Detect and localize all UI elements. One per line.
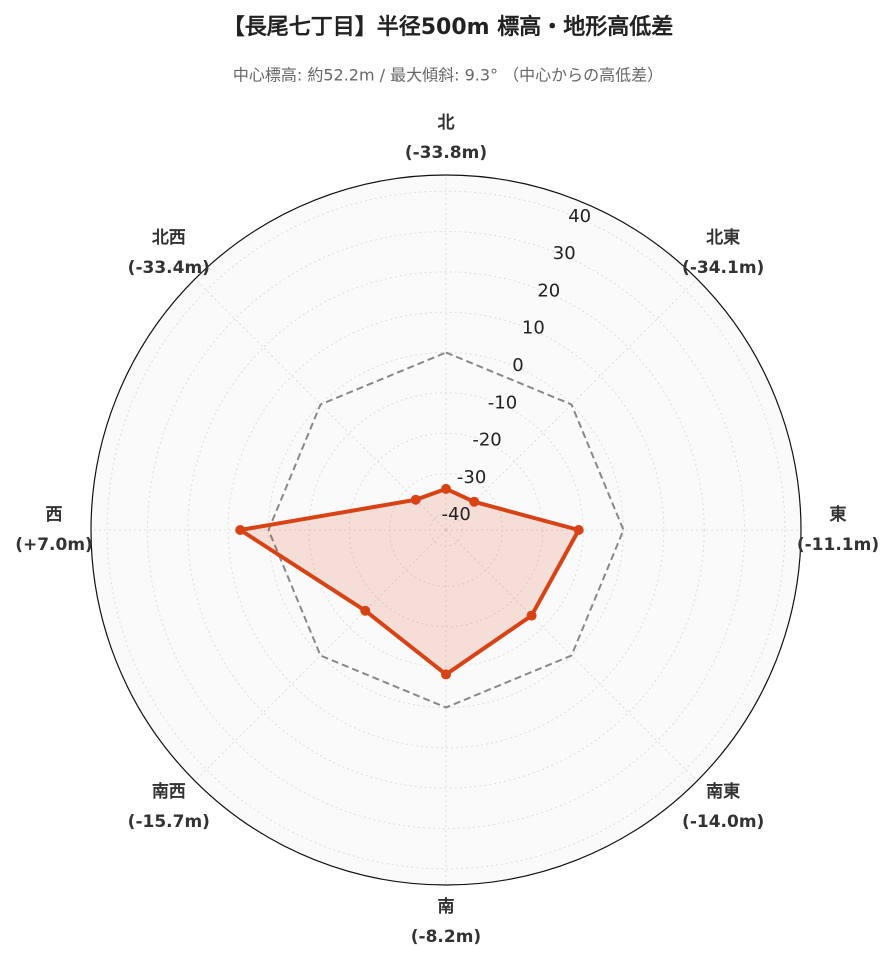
chart-title: 【長尾七丁目】半径500m 標高・地形高低差: [223, 14, 674, 40]
data-point: [360, 605, 371, 616]
data-point: [235, 525, 246, 535]
category-value-label: (-33.4m): [128, 258, 210, 278]
data-point: [526, 610, 537, 621]
category-label: 東: [830, 504, 847, 525]
r-tick-label: -30: [457, 467, 486, 488]
grid-spoke: [194, 278, 447, 531]
category-label: 北西: [152, 228, 186, 248]
grid-spoke: [445, 278, 698, 531]
category-label: 南東: [706, 781, 740, 802]
data-point: [469, 496, 480, 507]
category-label: 北東: [706, 227, 740, 248]
grid-circle: [146, 230, 746, 830]
category-label: 南: [438, 896, 455, 917]
r-tick-label: -10: [488, 392, 517, 413]
data-point: [573, 525, 584, 535]
data-point: [441, 669, 451, 680]
category-label: 南西: [152, 781, 186, 802]
category-value-label: (-11.1m): [797, 535, 879, 555]
r-tick-label: -40: [441, 504, 470, 525]
chart-subtitle: 中心標高: 約52.2m / 最大傾斜: 9.3° （中心からの高低差）: [233, 66, 663, 85]
grid-circle: [187, 271, 705, 789]
r-tick-label: 0: [512, 355, 523, 376]
r-tick-label: 40: [568, 206, 591, 227]
category-value-label: (-8.2m): [411, 927, 481, 947]
category-label: 北: [438, 113, 455, 133]
r-tick-label: 20: [537, 280, 560, 301]
grid-spoke: [194, 529, 447, 782]
grid-circle: [227, 311, 665, 749]
grid-circle: [106, 190, 786, 870]
category-value-label: (-33.8m): [405, 143, 487, 163]
category-value-label: (-15.7m): [128, 812, 210, 832]
r-tick-label: 30: [553, 243, 576, 264]
category-label: 西: [46, 505, 63, 525]
reference-line: [267, 351, 625, 709]
data-point: [410, 494, 421, 505]
category-value-label: (-14.0m): [682, 812, 764, 832]
category-value-label: (+7.0m): [15, 535, 93, 555]
grid-spoke: [445, 529, 698, 782]
category-value-label: (-34.1m): [682, 258, 764, 278]
plot-border: [90, 174, 802, 886]
data-point: [441, 483, 451, 494]
r-tick-label: 10: [522, 318, 545, 339]
r-tick-label: -20: [472, 430, 501, 451]
